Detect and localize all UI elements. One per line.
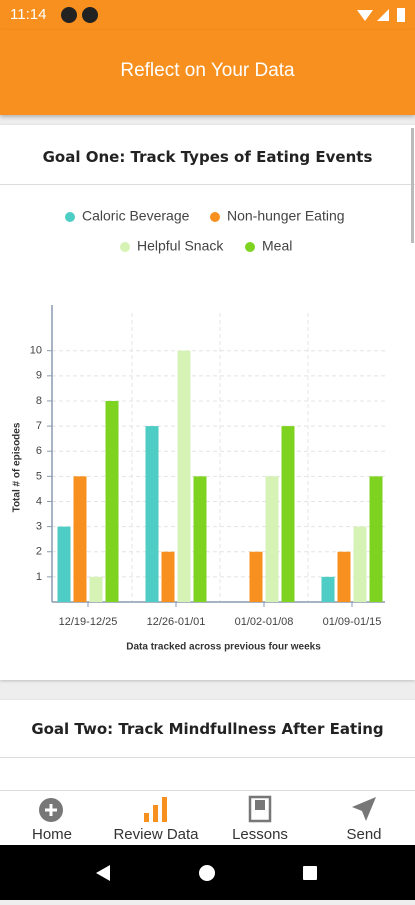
legend-swatch bbox=[245, 242, 255, 252]
y-tick-label: 7 bbox=[36, 420, 42, 432]
app-title: Reflect on Your Data bbox=[120, 60, 295, 81]
bar bbox=[337, 551, 351, 602]
divider bbox=[0, 184, 415, 185]
divider bbox=[0, 757, 415, 758]
nav-label[interactable]: Review Data bbox=[113, 826, 199, 843]
bar bbox=[73, 476, 87, 602]
bar bbox=[369, 476, 383, 602]
bar bbox=[145, 426, 159, 602]
home-icon[interactable] bbox=[38, 797, 64, 823]
y-tick-label: 1 bbox=[36, 571, 42, 583]
review-icon[interactable] bbox=[142, 795, 170, 823]
send-icon[interactable] bbox=[350, 795, 378, 823]
y-tick-label: 5 bbox=[36, 470, 42, 482]
status-icons bbox=[61, 7, 98, 23]
bar bbox=[57, 526, 71, 602]
system-nav bbox=[0, 845, 415, 900]
bar bbox=[89, 576, 103, 602]
bar bbox=[161, 551, 175, 602]
nav-label[interactable]: Send bbox=[346, 826, 382, 843]
legend-swatch bbox=[210, 212, 220, 222]
x-tick-label: 12/26-01/01 bbox=[147, 616, 206, 628]
y-tick-label: 2 bbox=[36, 546, 42, 558]
card-title: Goal One: Track Types of Eating Events bbox=[42, 148, 373, 166]
chart: Caloric Beverage Non-hunger EatingHelpful… bbox=[12, 208, 385, 653]
y-axis-title: Total # of episodes bbox=[12, 422, 23, 512]
y-tick-label: 6 bbox=[36, 445, 42, 457]
legend-label: Non-hunger Eating bbox=[227, 208, 345, 224]
nav-label[interactable]: Home bbox=[31, 826, 72, 843]
y-tick-label: 10 bbox=[30, 345, 42, 357]
y-tick-label: 8 bbox=[36, 395, 42, 407]
x-tick-label: 01/09-01/15 bbox=[323, 616, 382, 628]
bar bbox=[265, 476, 279, 602]
x-axis-title: Data tracked across previous four weeks bbox=[126, 642, 321, 653]
card-title: Goal Two: Track Mindfullness After Eatin… bbox=[31, 720, 384, 738]
goal-card: Goal Two: Track Mindfullness After Eatin… bbox=[0, 700, 415, 790]
bar bbox=[353, 526, 367, 602]
legend-label: Meal bbox=[262, 238, 292, 254]
y-tick-label: 9 bbox=[36, 370, 42, 382]
bar bbox=[321, 576, 335, 602]
status-bar: 11:14 bbox=[0, 0, 415, 30]
x-tick-label: 12/19-12/25 bbox=[59, 616, 118, 628]
legend-label: Helpful Snack bbox=[137, 238, 224, 254]
scrollbar bbox=[411, 128, 414, 243]
bar bbox=[105, 400, 119, 602]
y-tick-label: 3 bbox=[36, 521, 42, 533]
y-tick-label: 4 bbox=[36, 495, 42, 507]
x-tick-label: 01/02-01/08 bbox=[235, 616, 294, 628]
lessons-icon[interactable] bbox=[248, 795, 272, 823]
legend-swatch bbox=[120, 242, 130, 252]
system-icons bbox=[357, 8, 405, 22]
bar bbox=[193, 476, 207, 602]
system-nav-icons bbox=[96, 865, 317, 881]
nav-label[interactable]: Lessons bbox=[232, 826, 288, 843]
bar bbox=[177, 350, 191, 602]
bar bbox=[249, 551, 263, 602]
bar bbox=[281, 426, 295, 602]
legend-swatch bbox=[65, 212, 75, 222]
bottom-nav: Home Review Data Lessons Send bbox=[0, 790, 415, 846]
status-time: 11:14 bbox=[10, 6, 47, 23]
legend-label: Caloric Beverage bbox=[82, 208, 190, 224]
app-bar: Reflect on Your Data bbox=[0, 30, 415, 115]
